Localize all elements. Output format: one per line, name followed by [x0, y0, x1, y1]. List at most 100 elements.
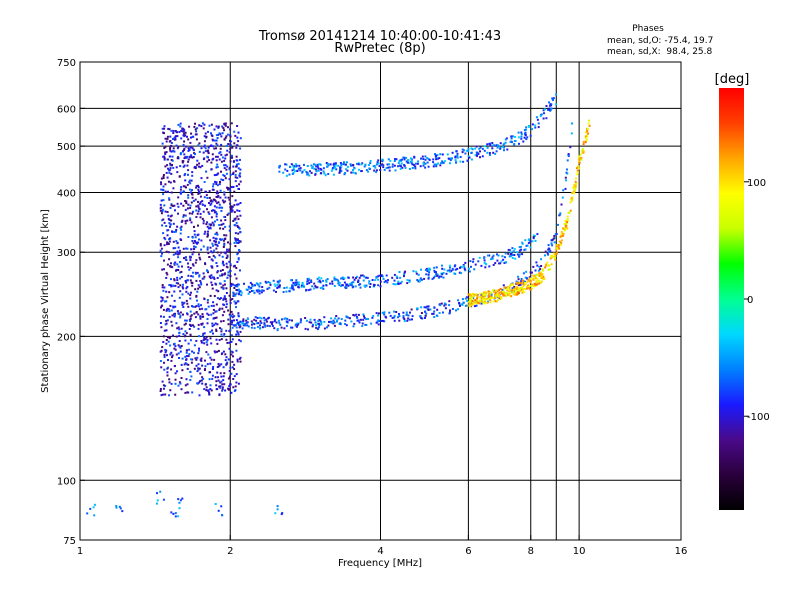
scatter-point	[350, 320, 353, 323]
scatter-point	[187, 342, 190, 345]
scatter-point	[433, 271, 436, 273]
scatter-point	[172, 247, 175, 250]
scatter-point	[165, 271, 168, 274]
scatter-point	[240, 294, 243, 297]
scatter-point	[398, 313, 400, 315]
scatter-point	[258, 292, 261, 295]
scatter-point	[343, 277, 346, 280]
scatter-point	[359, 318, 362, 321]
scatter-point	[224, 219, 227, 222]
scatter-point	[516, 291, 519, 294]
scatter-point	[202, 339, 205, 341]
scatter-point	[285, 290, 288, 293]
scatter-point	[210, 274, 213, 277]
scatter-point	[524, 282, 526, 284]
scatter-point	[173, 279, 176, 282]
scatter-point	[177, 256, 180, 259]
scatter-point	[197, 205, 200, 208]
scatter-point	[543, 112, 545, 115]
scatter-point	[373, 284, 376, 287]
scatter-point	[219, 381, 222, 384]
scatter-point	[163, 236, 166, 239]
scatter-point	[563, 228, 566, 231]
scatter-point	[216, 144, 219, 147]
scatter-point	[191, 156, 194, 159]
scatter-point	[424, 162, 427, 165]
scatter-point	[164, 145, 167, 148]
scatter-point	[233, 211, 236, 214]
scatter-point	[168, 240, 171, 243]
scatter-point	[523, 136, 526, 139]
scatter-point	[424, 158, 427, 161]
scatter-point	[398, 160, 401, 163]
scatter-point	[571, 192, 574, 194]
scatter-point	[468, 300, 471, 303]
scatter-point	[420, 306, 423, 309]
scatter-point	[184, 330, 187, 333]
scatter-point	[174, 345, 177, 348]
scatter-point	[508, 290, 511, 293]
scatter-point	[560, 203, 563, 206]
scatter-point	[171, 356, 173, 359]
scatter-point	[544, 254, 546, 257]
scatter-point	[177, 312, 180, 315]
scatter-point	[169, 336, 172, 339]
scatter-point	[171, 159, 174, 162]
scatter-point	[198, 192, 201, 195]
scatter-point	[552, 255, 555, 258]
scatter-point	[184, 222, 187, 225]
scatter-point	[220, 178, 223, 181]
scatter-point	[215, 247, 218, 250]
scatter-point	[327, 324, 330, 327]
scatter-point	[209, 371, 212, 374]
scatter-point	[182, 134, 185, 137]
scatter-point	[229, 302, 232, 304]
scatter-point	[329, 163, 332, 166]
scatter-point	[476, 294, 479, 297]
scatter-point	[229, 139, 231, 142]
scatter-point	[442, 161, 445, 164]
scatter-point	[550, 107, 553, 110]
scatter-point	[574, 185, 577, 188]
scatter-point	[379, 280, 382, 283]
scatter-point	[199, 166, 202, 169]
scatter-point	[511, 287, 514, 290]
scatter-point	[316, 163, 319, 166]
scatter-point	[234, 134, 237, 137]
scatter-point	[160, 177, 163, 180]
scatter-point	[495, 150, 498, 153]
scatter-point	[206, 322, 209, 325]
scatter-point	[184, 280, 187, 282]
scatter-point	[206, 235, 209, 238]
scatter-point	[514, 293, 516, 296]
scatter-point	[426, 161, 429, 164]
scatter-point	[235, 277, 238, 280]
scatter-point	[210, 209, 213, 212]
scatter-point	[168, 291, 171, 294]
scatter-point	[222, 260, 224, 263]
scatter-point	[156, 499, 159, 502]
scatter-point	[214, 351, 217, 354]
scatter-point	[345, 315, 348, 318]
scatter-point	[397, 162, 400, 165]
scatter-point	[216, 323, 219, 326]
scatter-point	[239, 172, 242, 175]
scatter-point	[441, 162, 444, 165]
scatter-point	[200, 239, 203, 242]
scatter-point	[213, 358, 216, 361]
scatter-point	[562, 189, 565, 192]
scatter-point	[549, 103, 552, 106]
scatter-point	[420, 157, 422, 160]
scatter-point	[178, 328, 181, 331]
scatter-point	[182, 143, 185, 146]
scatter-point	[331, 280, 334, 283]
scatter-point	[426, 157, 429, 159]
scatter-point	[193, 247, 196, 250]
scatter-point	[436, 308, 439, 311]
scatter-point	[211, 188, 214, 191]
scatter-point	[223, 244, 226, 247]
scatter-point	[165, 319, 168, 322]
scatter-point	[170, 285, 173, 288]
scatter-point	[217, 376, 219, 379]
scatter-point	[236, 285, 239, 288]
